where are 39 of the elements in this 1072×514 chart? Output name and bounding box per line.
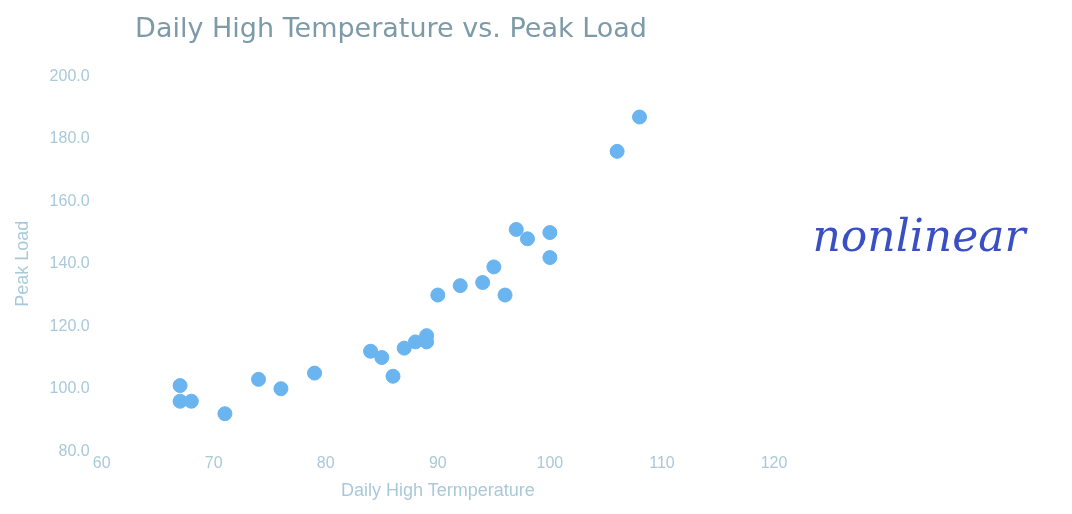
point bbox=[542, 250, 558, 266]
point bbox=[374, 350, 390, 365]
x-tick-label: 100 bbox=[536, 454, 564, 472]
x-tick-label: 110 bbox=[649, 454, 675, 472]
point bbox=[542, 225, 558, 241]
x-tick-label: 80 bbox=[316, 454, 335, 472]
point bbox=[307, 365, 323, 381]
y-tick-label: 140.0 bbox=[49, 254, 90, 272]
point bbox=[486, 259, 502, 275]
point bbox=[385, 368, 401, 384]
y-tick-label: 200.0 bbox=[49, 66, 90, 84]
point bbox=[430, 287, 446, 303]
point bbox=[497, 287, 513, 303]
x-axis-title: Daily High Termperature bbox=[340, 480, 535, 501]
x-tick-label: 90 bbox=[428, 454, 447, 472]
point bbox=[452, 278, 468, 294]
x-tick-label: 120 bbox=[760, 454, 788, 472]
point bbox=[217, 406, 233, 422]
y-tick-label: 160.0 bbox=[49, 191, 90, 209]
point bbox=[609, 143, 625, 159]
point bbox=[508, 221, 524, 237]
y-tick-label: 100.0 bbox=[49, 379, 90, 397]
x-tick-label: 70 bbox=[204, 454, 223, 472]
chart-title: Daily High Temperature vs. Peak Load bbox=[135, 12, 647, 44]
y-tick-label: 180.0 bbox=[49, 129, 90, 147]
point bbox=[251, 371, 267, 387]
y-tick-label: 80.0 bbox=[58, 441, 90, 459]
point bbox=[183, 393, 199, 409]
x-tick-label: 60 bbox=[92, 454, 111, 472]
point bbox=[632, 109, 648, 125]
point bbox=[363, 343, 379, 359]
point bbox=[519, 231, 535, 247]
point bbox=[172, 378, 188, 394]
text: nonlinear bbox=[812, 210, 1029, 262]
point bbox=[475, 275, 491, 291]
y-tick-label: 120.0 bbox=[49, 316, 90, 334]
y-axis-title: Peak Load bbox=[11, 220, 32, 307]
point bbox=[396, 340, 412, 356]
point bbox=[273, 381, 289, 397]
